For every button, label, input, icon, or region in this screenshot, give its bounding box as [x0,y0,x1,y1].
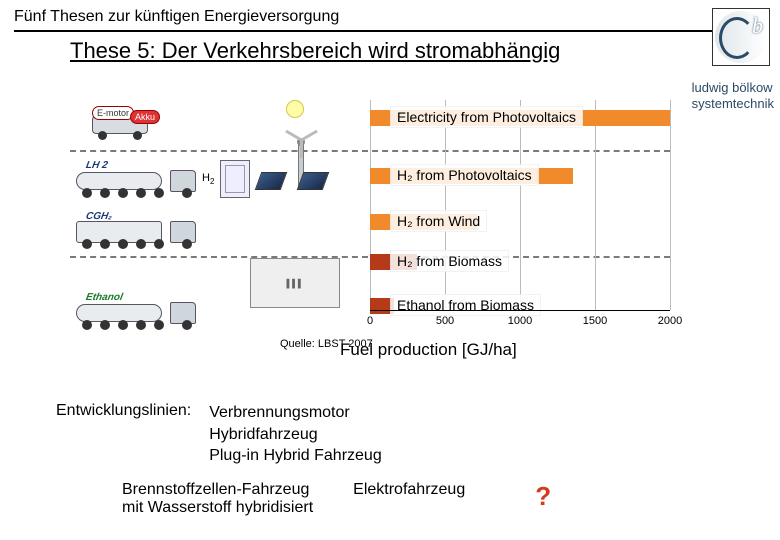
diagram-area: E-motor Akku LH 2 CGH₂ Ethanol [70,100,670,365]
ev-icon: E-motor Akku [90,110,150,140]
fuel-production-chart: Electricity from Photovoltaics H₂ from Ph… [370,100,670,330]
chart-axis-title: Fuel production [GJ/ha] [340,340,517,360]
electric-vehicle: Elektrofahrzeug [353,481,465,517]
sun-icon [280,94,310,124]
truck-cgh2-label: CGH₂ [85,211,113,222]
axis-tick: 1000 [508,315,532,327]
electrolyser-icon [220,160,250,198]
pv-panel-icon [255,172,288,190]
chart-bar-label: H₂ from Biomass [390,250,509,272]
truck-lh2-label: LH 2 [85,160,109,171]
badge-akku: Akku [130,110,160,124]
thesis-title: These 5: Der Verkehrsbereich wird stroma… [14,38,712,64]
footer: Entwicklungslinien: VerbrennungsmotorHyb… [56,402,696,517]
header: Fünf Thesen zur künftigen Energieversorg… [0,0,780,66]
brand-text: ludwig bölkow systemtechnik [692,80,774,111]
dev-line-item: Verbrennungsmotor [209,402,382,424]
page-subtitle: Fünf Thesen zur künftigen Energieversorg… [14,8,712,32]
brand-line2: systemtechnik [692,96,774,112]
dev-lines-row2: Brennstoffzellen-Fahrzeugmit Wasserstoff… [56,481,696,517]
truck-lh2-icon: LH 2 [76,162,196,198]
header-left: Fünf Thesen zur künftigen Energieversorg… [14,8,712,64]
axis-tick: 500 [436,315,454,327]
dev-line-item: Plug-in Hybrid Fahrzeug [209,445,382,467]
dev-lines-list: VerbrennungsmotorHybridfahrzeugPlug-in H… [209,402,382,467]
fuelcell-vehicle: Brennstoffzellen-Fahrzeugmit Wasserstoff… [122,481,313,517]
dev-lines-label: Entwicklungslinien: [56,402,191,467]
chart-x-axis: 0500100015002000 [370,310,670,330]
h2-label: H2 [202,172,214,186]
chart-bar-label: H₂ from Wind [390,210,487,232]
axis-tick: 0 [367,315,373,327]
chart-bar-label: Electricity from Photovoltaics [390,106,583,128]
brand-line1: ludwig bölkow [692,80,774,96]
dev-lines-row: Entwicklungslinien: VerbrennungsmotorHyb… [56,402,696,467]
center-sources: H2 ▌▌▌ [240,100,360,365]
question-mark: ? [505,481,551,517]
badge-emotor: E-motor [92,106,134,120]
brand-logo: b [712,8,770,66]
chart-bar-label: H₂ from Photovoltaics [390,164,539,186]
truck-ethanol-label: Ethanol [85,292,124,303]
dev-line-item: Hybridfahrzeug [209,424,382,446]
truck-ethanol-icon: Ethanol [76,294,196,330]
pv-panel-icon [297,172,330,190]
axis-tick: 1500 [583,315,607,327]
biomass-plant-icon: ▌▌▌ [250,258,340,308]
truck-cgh2-icon: CGH₂ [76,213,196,249]
axis-tick: 2000 [658,315,682,327]
